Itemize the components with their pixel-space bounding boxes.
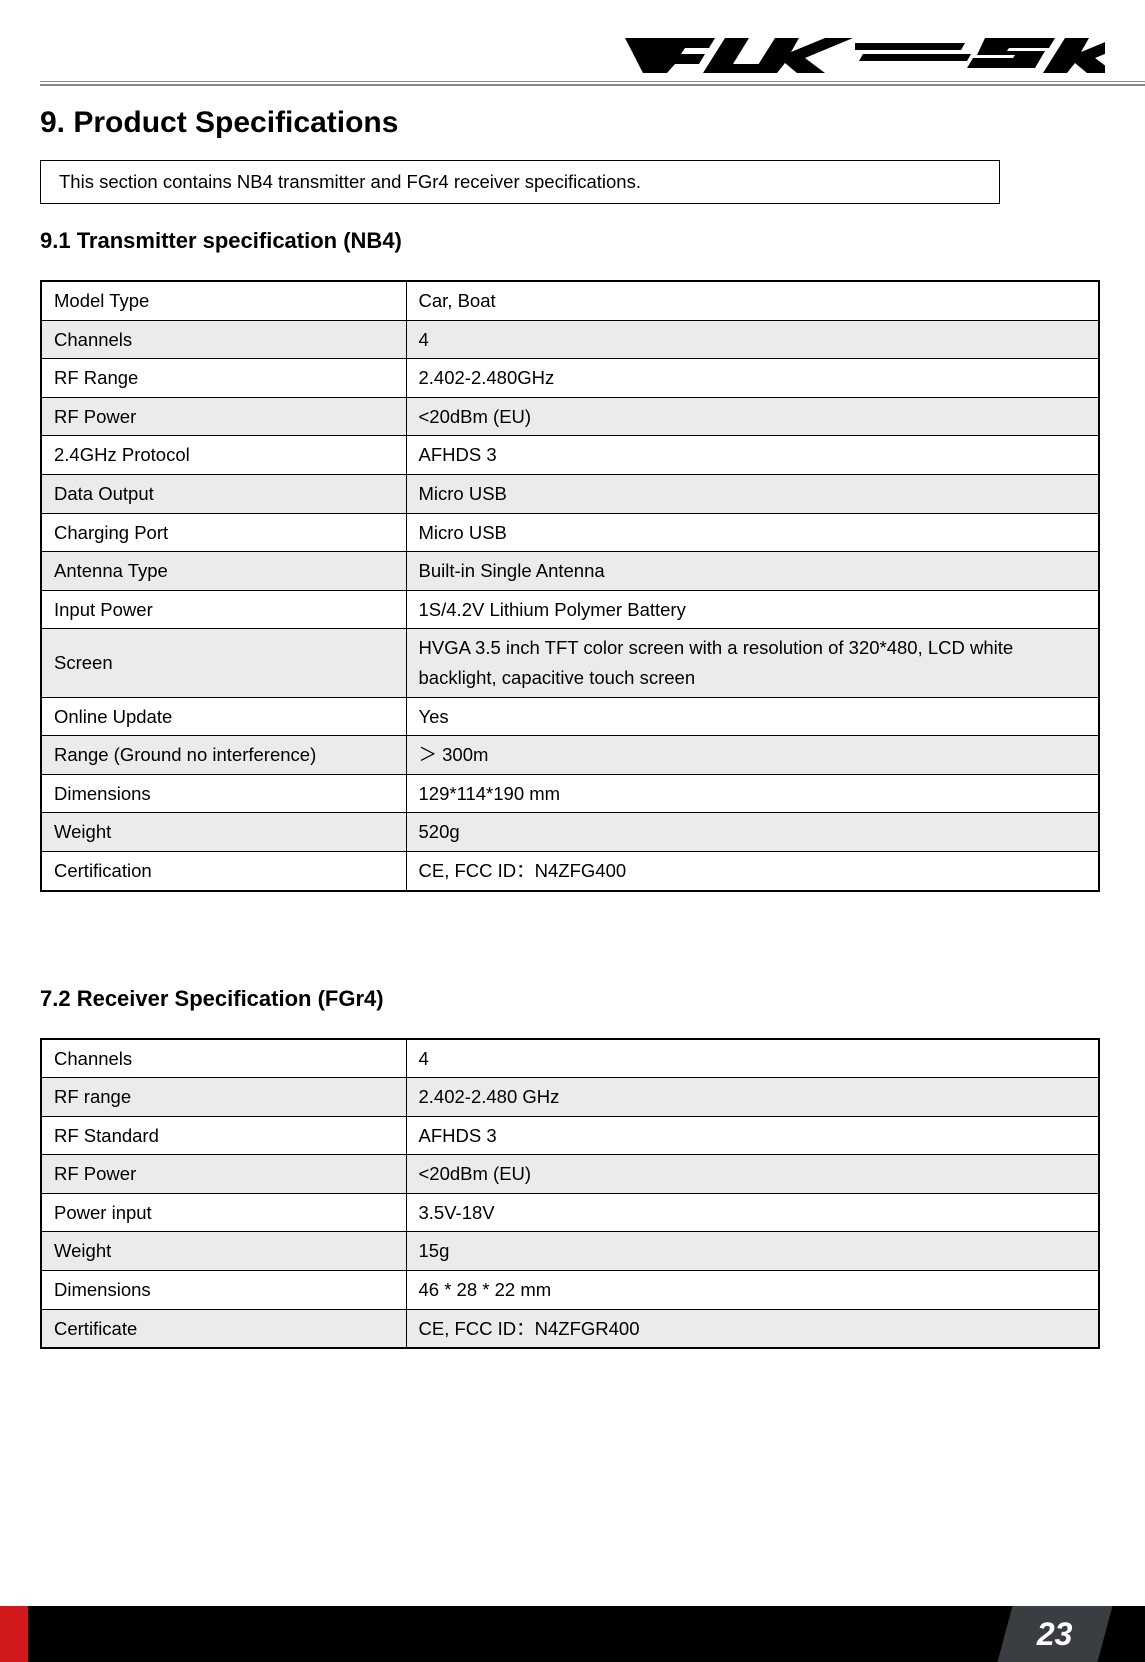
subsection-transmitter-title: 9.1 Transmitter specification (NB4)	[40, 228, 1105, 254]
spec-label: Antenna Type	[41, 552, 406, 591]
table-row: Input Power1S/4.2V Lithium Polymer Batte…	[41, 590, 1099, 629]
spec-value: AFHDS 3	[406, 1116, 1099, 1155]
spec-label: RF range	[41, 1078, 406, 1117]
spec-label: 2.4GHz Protocol	[41, 436, 406, 475]
spec-label: Weight	[41, 813, 406, 852]
spec-value: Built-in Single Antenna	[406, 552, 1099, 591]
table-row: RF StandardAFHDS 3	[41, 1116, 1099, 1155]
table-row: Model TypeCar, Boat	[41, 281, 1099, 320]
spec-label: Certificate	[41, 1309, 406, 1348]
table-row: Channels4	[41, 320, 1099, 359]
header-rule	[40, 81, 1145, 86]
spec-label: Weight	[41, 1232, 406, 1271]
spec-value: Micro USB	[406, 474, 1099, 513]
spec-value: Car, Boat	[406, 281, 1099, 320]
spec-label: Screen	[41, 629, 406, 697]
page-content: 9. Product Specifications This section c…	[0, 86, 1145, 1349]
transmitter-spec-table: Model TypeCar, BoatChannels4RF Range2.40…	[40, 280, 1100, 892]
spec-value: CE, FCC ID：N4ZFGR400	[406, 1309, 1099, 1348]
spec-label: Charging Port	[41, 513, 406, 552]
spec-value: 520g	[406, 813, 1099, 852]
spec-value: CE, FCC ID：N4ZFG400	[406, 851, 1099, 890]
spec-label: Online Update	[41, 697, 406, 736]
footer-red-block	[0, 1606, 28, 1662]
table-row: Dimensions46 * 28 * 22 mm	[41, 1271, 1099, 1310]
intro-text: This section contains NB4 transmitter an…	[59, 171, 641, 192]
table-row: Weight15g	[41, 1232, 1099, 1271]
section-title: 9. Product Specifications	[40, 106, 1105, 140]
spec-label: RF Power	[41, 397, 406, 436]
table-row: RF Range2.402-2.480GHz	[41, 359, 1099, 398]
spec-value: AFHDS 3	[406, 436, 1099, 475]
spec-value: ＞ 300m	[406, 736, 1099, 775]
spec-label: RF Power	[41, 1155, 406, 1194]
spec-value: Yes	[406, 697, 1099, 736]
spec-value: 129*114*190 mm	[406, 774, 1099, 813]
spec-label: RF Standard	[41, 1116, 406, 1155]
spec-label: Channels	[41, 1039, 406, 1078]
table-row: RF range2.402-2.480 GHz	[41, 1078, 1099, 1117]
table-row: Charging PortMicro USB	[41, 513, 1099, 552]
table-row: Online UpdateYes	[41, 697, 1099, 736]
table-row: RF Power<20dBm (EU)	[41, 1155, 1099, 1194]
table-row: Channels4	[41, 1039, 1099, 1078]
spec-value: 15g	[406, 1232, 1099, 1271]
table-row: CertificationCE, FCC ID：N4ZFG400	[41, 851, 1099, 890]
spec-value: 4	[406, 320, 1099, 359]
spec-label: Model Type	[41, 281, 406, 320]
spec-value: 1S/4.2V Lithium Polymer Battery	[406, 590, 1099, 629]
spec-label: RF Range	[41, 359, 406, 398]
footer-black-block	[28, 1606, 1145, 1662]
spec-label: Channels	[41, 320, 406, 359]
spec-label: Power input	[41, 1193, 406, 1232]
brand-logo	[625, 18, 1105, 73]
spec-label: Range (Ground no interference)	[41, 736, 406, 775]
table-row: Dimensions129*114*190 mm	[41, 774, 1099, 813]
spec-label: Data Output	[41, 474, 406, 513]
spec-value: HVGA 3.5 inch TFT color screen with a re…	[406, 629, 1099, 697]
spec-value: 46 * 28 * 22 mm	[406, 1271, 1099, 1310]
table-row: Antenna TypeBuilt-in Single Antenna	[41, 552, 1099, 591]
spec-value: <20dBm (EU)	[406, 397, 1099, 436]
page-number-badge: 23	[997, 1606, 1112, 1662]
table-row: Data OutputMicro USB	[41, 474, 1099, 513]
table-row: Weight520g	[41, 813, 1099, 852]
spec-value: 2.402-2.480 GHz	[406, 1078, 1099, 1117]
table-row: ScreenHVGA 3.5 inch TFT color screen wit…	[41, 629, 1099, 697]
page-footer: 23	[0, 1606, 1145, 1662]
spec-label: Dimensions	[41, 1271, 406, 1310]
receiver-spec-table: Channels4RF range2.402-2.480 GHzRF Stand…	[40, 1038, 1100, 1350]
page-header	[0, 0, 1145, 73]
spec-label: Dimensions	[41, 774, 406, 813]
spec-value: <20dBm (EU)	[406, 1155, 1099, 1194]
table-row: Range (Ground no interference)＞ 300m	[41, 736, 1099, 775]
table-row: RF Power<20dBm (EU)	[41, 397, 1099, 436]
spec-value: Micro USB	[406, 513, 1099, 552]
spec-value: 4	[406, 1039, 1099, 1078]
spec-value: 3.5V-18V	[406, 1193, 1099, 1232]
spec-value: 2.402-2.480GHz	[406, 359, 1099, 398]
subsection-receiver-title: 7.2 Receiver Specification (FGr4)	[40, 986, 1105, 1012]
spec-label: Certification	[41, 851, 406, 890]
page-number: 23	[1037, 1616, 1073, 1653]
table-row: 2.4GHz ProtocolAFHDS 3	[41, 436, 1099, 475]
table-row: CertificateCE, FCC ID：N4ZFGR400	[41, 1309, 1099, 1348]
spec-label: Input Power	[41, 590, 406, 629]
intro-box: This section contains NB4 transmitter an…	[40, 160, 1000, 204]
table-row: Power input3.5V-18V	[41, 1193, 1099, 1232]
